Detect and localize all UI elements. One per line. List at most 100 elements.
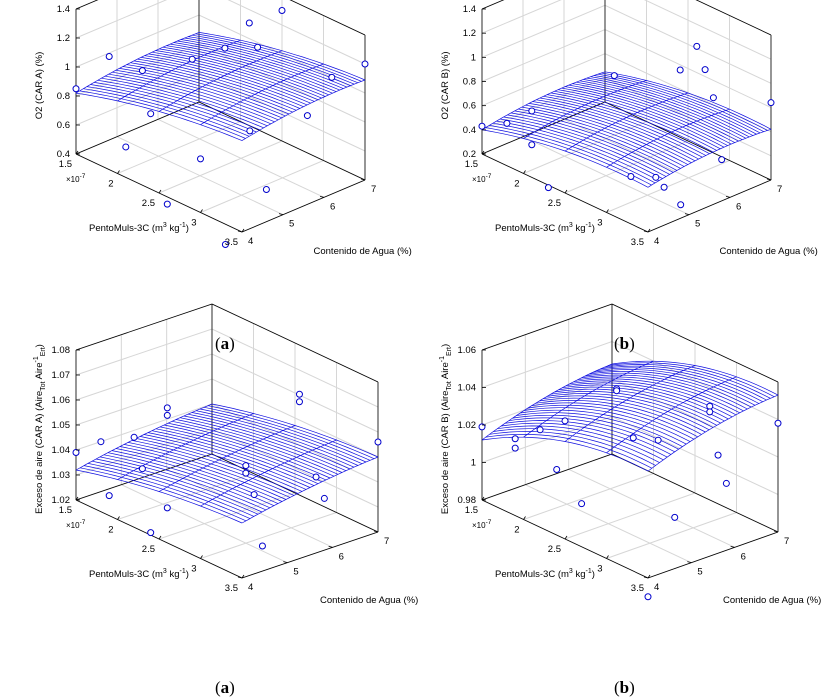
y-tick bbox=[237, 230, 243, 233]
axis-box-edge bbox=[481, 0, 505, 10]
y-tick-label: 4 bbox=[654, 582, 659, 593]
y-tick bbox=[360, 178, 366, 181]
z-tick-label: 1 bbox=[65, 62, 70, 73]
y-tick-label: 7 bbox=[777, 184, 782, 195]
x-tick-label: 2.5 bbox=[548, 544, 561, 555]
y-tick bbox=[283, 561, 288, 564]
data-point bbox=[511, 444, 519, 452]
z-tick-label: 0.8 bbox=[463, 77, 476, 88]
x-tick-label: 1.5 bbox=[465, 505, 478, 516]
grid-line bbox=[481, 4, 772, 84]
x-tick-label: 3.5 bbox=[631, 237, 644, 248]
surface-edge-line bbox=[158, 50, 283, 112]
z-tick-label: 1.03 bbox=[52, 470, 71, 481]
y-tick bbox=[278, 213, 284, 216]
x-tick bbox=[117, 170, 120, 174]
z-tick-label: 1.08 bbox=[52, 345, 71, 356]
data-point bbox=[254, 43, 262, 51]
x-tick bbox=[158, 189, 162, 194]
x-axis-label: PentoMuls-3C (m3 kg-1) bbox=[89, 222, 189, 234]
grid-line bbox=[606, 512, 737, 559]
y-tick bbox=[643, 576, 649, 579]
data-point bbox=[138, 67, 146, 75]
data-point bbox=[528, 107, 536, 115]
caption-b-bottom: (b) bbox=[614, 678, 635, 697]
surface-edge-line bbox=[481, 71, 606, 131]
grid-line bbox=[481, 0, 772, 36]
axis-box-edge bbox=[289, 0, 366, 36]
grid-line bbox=[481, 0, 772, 60]
axis-box-edge bbox=[198, 101, 366, 181]
x-tick bbox=[606, 209, 609, 213]
data-point bbox=[312, 473, 320, 481]
x-multiplier-label: ×10-7 bbox=[472, 173, 492, 184]
axis-box-edge bbox=[695, 0, 772, 36]
surface-edge-line bbox=[241, 456, 379, 524]
data-point bbox=[328, 73, 336, 81]
z-tick-label: 0.98 bbox=[458, 495, 477, 506]
axis-box-edge bbox=[75, 0, 99, 10]
chart-panel-b2: 0.98 1 1.02 1.04 1.06 1.5 2 2.5 3 3.5 4 5 6 7 ×10-7 Pen… bbox=[439, 303, 821, 606]
axis-box-edge bbox=[481, 303, 613, 351]
caption-b-top: (b) bbox=[614, 334, 635, 353]
z-tick-label: 0.2 bbox=[463, 149, 476, 160]
y-tick-label: 6 bbox=[339, 551, 344, 562]
x-tick bbox=[75, 496, 79, 501]
data-point bbox=[295, 390, 303, 398]
z-tick-label: 0.6 bbox=[57, 120, 70, 131]
y-tick-label: 6 bbox=[741, 551, 746, 562]
data-point bbox=[536, 426, 544, 434]
grid-line bbox=[158, 140, 283, 194]
x-multiplier-label: ×10-7 bbox=[66, 519, 86, 530]
y-tick bbox=[773, 530, 779, 533]
data-point bbox=[511, 435, 519, 443]
data-point bbox=[693, 42, 701, 50]
surface-line bbox=[501, 422, 668, 458]
x-tick bbox=[523, 170, 526, 174]
data-point bbox=[246, 127, 254, 135]
data-point bbox=[361, 60, 369, 68]
x-tick bbox=[523, 516, 526, 520]
z-tick-label: 1 bbox=[471, 52, 476, 63]
surface-edge-line bbox=[481, 363, 613, 441]
surface-edge-line bbox=[564, 365, 696, 442]
axis-box-edge bbox=[647, 179, 772, 233]
y-tick-label: 5 bbox=[695, 219, 700, 230]
surface-line bbox=[497, 425, 664, 461]
y-tick-label: 5 bbox=[697, 567, 702, 578]
grid-line bbox=[522, 136, 690, 216]
x-tick-label: 2 bbox=[514, 179, 519, 190]
surface-mesh bbox=[481, 360, 779, 472]
y-tick-label: 4 bbox=[248, 236, 253, 247]
grid-line bbox=[525, 484, 692, 564]
x-tick bbox=[606, 555, 609, 559]
y-tick-label: 4 bbox=[654, 236, 659, 247]
data-point bbox=[629, 434, 637, 442]
x-tick bbox=[241, 574, 245, 579]
y-tick-label: 7 bbox=[384, 536, 389, 547]
data-point bbox=[613, 387, 621, 395]
data-point bbox=[676, 66, 684, 74]
data-point bbox=[130, 433, 138, 441]
data-point bbox=[72, 449, 80, 456]
data-point bbox=[701, 66, 709, 74]
grid-line bbox=[157, 118, 325, 198]
grid-line bbox=[481, 453, 779, 533]
z-tick-label: 1.02 bbox=[52, 495, 71, 506]
surface-edge-line bbox=[606, 376, 737, 454]
y-tick bbox=[687, 561, 692, 564]
data-point bbox=[706, 408, 714, 416]
y-tick bbox=[684, 213, 690, 216]
x-tick-label: 1.5 bbox=[465, 159, 478, 170]
x-tick-label: 3 bbox=[597, 564, 602, 575]
y-tick-label: 4 bbox=[248, 582, 253, 593]
grid-line bbox=[563, 118, 731, 198]
surface-edge-line bbox=[606, 108, 730, 168]
data-point bbox=[163, 200, 171, 208]
axis-box-edge bbox=[481, 453, 613, 501]
grid-line bbox=[564, 492, 696, 540]
x-tick-label: 2.5 bbox=[548, 198, 561, 209]
data-point bbox=[767, 99, 775, 107]
y-axis-label: Contenido de Agua (%) bbox=[320, 595, 418, 606]
data-point bbox=[722, 479, 730, 487]
